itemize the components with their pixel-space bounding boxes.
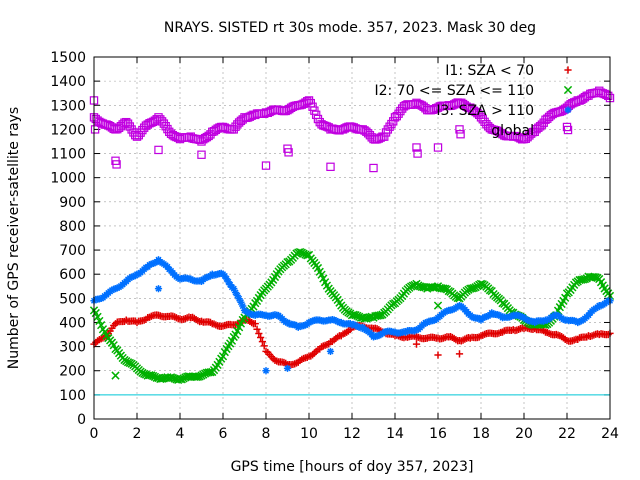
data-point <box>235 295 243 303</box>
outlier-point <box>326 162 335 172</box>
x-tick-label: 22 <box>558 426 576 442</box>
data-point <box>230 285 238 293</box>
y-tick-label: 900 <box>59 195 86 211</box>
outlier-point <box>434 351 442 359</box>
x-tick-labels: 0 2 4 6 8 10 12 14 16 18 20 22 24 <box>90 426 619 442</box>
y-tick-label: 300 <box>59 340 86 356</box>
series-3 <box>90 256 614 341</box>
x-tick-label: 2 <box>133 426 142 442</box>
y-tick-label: 1400 <box>50 74 86 90</box>
outlier-point <box>261 161 271 170</box>
data-point <box>222 275 231 283</box>
outlier-point <box>197 150 206 159</box>
y-tick-label: 700 <box>59 243 86 259</box>
legend-label: I2: 70 <= SZA <= 110 <box>374 83 534 99</box>
data-point <box>233 291 241 300</box>
outlier-point <box>283 364 292 372</box>
x-axis-label: GPS time [hours of doy 357, 2023] <box>231 459 474 475</box>
legend-marker <box>563 125 573 135</box>
data-point <box>257 333 265 342</box>
y-tick-label: 400 <box>59 315 86 331</box>
x-tick-label: 12 <box>343 426 361 442</box>
x-tick-label: 6 <box>219 426 228 442</box>
x-tick-label: 18 <box>472 426 490 442</box>
x-tick-label: 16 <box>429 426 447 442</box>
legend-marker <box>563 85 573 95</box>
y-tick-label: 0 <box>77 412 86 428</box>
outlier-point <box>90 125 100 134</box>
legend-label: global <box>491 123 534 139</box>
outlier-point <box>111 371 120 380</box>
data-point <box>258 338 267 346</box>
outlier-point <box>456 130 465 139</box>
data-point <box>376 311 385 320</box>
x-tick-label: 10 <box>300 426 318 442</box>
y-tick-label: 100 <box>59 388 86 404</box>
x-tick-label: 20 <box>515 426 533 442</box>
y-tick-label: 800 <box>59 219 86 235</box>
data-point <box>253 325 261 333</box>
data-point <box>239 302 247 310</box>
outlier-point <box>284 148 293 157</box>
data-point <box>260 342 268 350</box>
legend: I1: SZA < 70 I2: 70 <= SZA <= 110 I3: SZA … <box>374 63 573 139</box>
y-tick-label: 500 <box>59 291 86 307</box>
y-axis-label: Number of GPS receiver-satellite rays <box>6 107 22 369</box>
y-tick-label: 1300 <box>50 98 86 114</box>
outlier-point <box>413 149 422 158</box>
y-tick-label: 1100 <box>50 147 86 163</box>
outlier-point <box>369 163 378 173</box>
outlier-point <box>455 350 464 358</box>
outlier-point <box>112 160 121 169</box>
y-tick-label: 200 <box>59 364 86 380</box>
data-point <box>95 316 104 326</box>
outlier-point <box>154 145 163 155</box>
outlier-point <box>433 143 443 152</box>
series-layer <box>89 86 615 385</box>
y-tick-label: 1500 <box>50 50 86 66</box>
chart-title: NRAYS. SISTED rt 30s mode. 357, 2023. Ma… <box>164 20 536 36</box>
y-tick-labels: 0 100 200 300 400 500 600 700 800 900 1000 1100 1200… <box>50 50 86 428</box>
outlier-point <box>433 301 443 310</box>
x-tick-label: 4 <box>176 426 185 442</box>
data-point <box>93 312 102 321</box>
x-tick-label: 0 <box>90 426 99 442</box>
legend-label: I3: SZA > 110 <box>436 103 534 119</box>
legend-label: I1: SZA < 70 <box>445 63 534 79</box>
outlier-point <box>154 285 163 293</box>
data-point <box>251 320 259 328</box>
outlier-point <box>412 143 421 152</box>
x-tick-label: 24 <box>601 426 619 442</box>
outlier-point <box>412 340 421 348</box>
outlier-points <box>89 96 572 380</box>
plot-frame <box>93 56 611 420</box>
outlier-point <box>262 367 270 375</box>
data-point <box>218 352 228 361</box>
data-point <box>221 272 229 280</box>
legend-marker <box>564 106 572 114</box>
legend-marker <box>564 66 572 74</box>
data-point <box>604 91 613 101</box>
x-tick-label: 8 <box>262 426 271 442</box>
data-point <box>561 293 570 302</box>
x-tick-label: 14 <box>386 426 404 442</box>
y-tick-label: 1200 <box>50 122 86 138</box>
y-tick-label: 600 <box>59 267 86 283</box>
data-point <box>283 258 292 267</box>
data-point <box>231 288 240 297</box>
series-4 <box>89 86 615 146</box>
outlier-point <box>326 347 335 356</box>
data-point <box>97 321 106 330</box>
data-point <box>255 329 263 338</box>
y-tick-label: 1000 <box>50 171 86 187</box>
data-point <box>237 298 245 306</box>
data-point <box>441 284 450 293</box>
outlier-point <box>455 125 464 134</box>
